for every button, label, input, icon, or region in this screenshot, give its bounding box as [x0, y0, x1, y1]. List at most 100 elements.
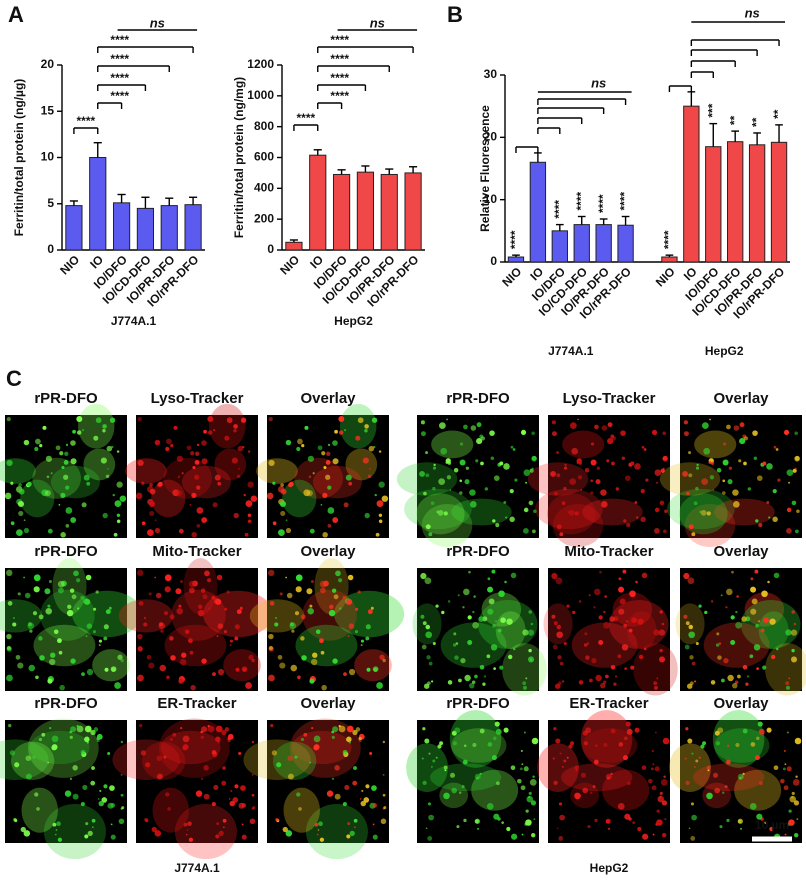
x-axis-label: HepG2 — [334, 314, 373, 328]
cell-signal — [505, 516, 508, 519]
cell-signal — [375, 532, 380, 537]
cell-signal — [10, 521, 15, 526]
cell-glow — [354, 649, 392, 682]
cell-signal — [761, 590, 768, 598]
cell-signal — [266, 492, 274, 500]
cell-glow — [451, 728, 507, 763]
cell-signal — [66, 609, 74, 617]
cell-signal — [77, 607, 80, 610]
cell-signal — [683, 420, 688, 425]
cell-signal — [24, 592, 31, 599]
cell-signal — [108, 606, 112, 610]
cell-signal — [97, 798, 100, 800]
cell-signal — [629, 590, 636, 598]
cell-signal — [595, 479, 601, 485]
cell-signal — [353, 818, 358, 823]
cell-signal — [588, 594, 591, 597]
cell-signal — [654, 766, 660, 772]
significance-label: **** — [330, 89, 349, 103]
cell-signal — [556, 631, 564, 639]
cell-signal — [45, 455, 52, 462]
significance-label: **** — [330, 71, 349, 85]
image-header: rPR-DFO — [34, 543, 98, 560]
cell-signal — [372, 445, 376, 449]
cell-glow — [118, 599, 174, 633]
cell-signal — [742, 728, 748, 734]
cell-signal — [512, 448, 516, 451]
cell-signal — [750, 586, 757, 593]
cell-signal — [353, 766, 357, 770]
cell-signal — [16, 529, 23, 536]
cell-signal — [476, 422, 482, 428]
cell-signal — [556, 473, 561, 478]
cell-signal — [285, 527, 292, 534]
cell-signal — [208, 607, 211, 610]
cell-signal — [361, 789, 364, 793]
bar — [551, 230, 568, 263]
cell-signal — [750, 577, 754, 581]
micrograph-background — [680, 568, 802, 691]
cell-signal — [85, 822, 89, 826]
cell-signal — [624, 736, 628, 741]
cell-signal — [372, 666, 379, 673]
cell-signal — [738, 459, 742, 463]
cell-signal — [523, 469, 531, 477]
cell-signal — [489, 430, 495, 436]
cell-glow — [535, 488, 603, 530]
cell-glow — [289, 718, 361, 778]
image-header: Overlay — [713, 543, 769, 560]
cell-signal — [528, 610, 532, 614]
cell-signal — [237, 445, 244, 452]
cell-signal — [759, 781, 763, 786]
cell-signal — [181, 652, 187, 658]
cell-signal — [28, 664, 36, 672]
cell-signal — [561, 765, 564, 768]
cell-signal — [662, 431, 666, 436]
cell-signal — [223, 826, 225, 829]
cell-signal — [620, 430, 626, 436]
cell-signal — [793, 622, 797, 626]
cell-signal — [447, 600, 451, 603]
cell-signal — [662, 467, 665, 470]
cell-signal — [170, 655, 176, 661]
cell-signal — [660, 468, 665, 473]
cell-signal — [17, 500, 25, 508]
cell-signal — [185, 833, 188, 836]
cell-signal — [319, 837, 325, 842]
cell-signal — [578, 461, 583, 465]
y-tick-label: 200 — [254, 211, 274, 225]
micrograph-background — [680, 415, 802, 538]
cell-glow — [160, 730, 221, 765]
cell-signal — [701, 422, 709, 429]
cell-signal — [216, 635, 219, 638]
cell-signal — [364, 512, 370, 519]
cell-signal — [295, 574, 303, 582]
image-header: rPR-DFO — [34, 390, 98, 407]
cell-signal — [188, 580, 196, 588]
cell-signal — [355, 435, 361, 441]
cell-signal — [522, 629, 529, 636]
cell-glow — [21, 787, 58, 833]
cell-signal — [695, 466, 700, 470]
cell-signal — [321, 684, 327, 691]
cell-signal — [86, 623, 93, 629]
cell-glow — [77, 403, 115, 449]
cell-signal — [80, 802, 85, 807]
cell-signal — [236, 609, 242, 615]
cell-glow — [40, 589, 95, 641]
cell-signal — [80, 595, 85, 600]
cell-signal — [643, 448, 647, 451]
cell-signal — [69, 735, 73, 739]
cell-signal — [269, 601, 275, 606]
cell-signal — [651, 749, 654, 753]
image-header: Mito-Tracker — [564, 543, 653, 560]
cell-signal — [332, 517, 339, 523]
cell-signal — [449, 489, 452, 491]
cell-signal — [461, 785, 465, 789]
cell-signal — [57, 580, 65, 588]
cell-signal — [268, 633, 274, 640]
cell-signal — [278, 529, 285, 536]
cell-signal — [589, 678, 593, 683]
cell-signal — [202, 594, 208, 600]
cell-signal — [427, 836, 433, 841]
